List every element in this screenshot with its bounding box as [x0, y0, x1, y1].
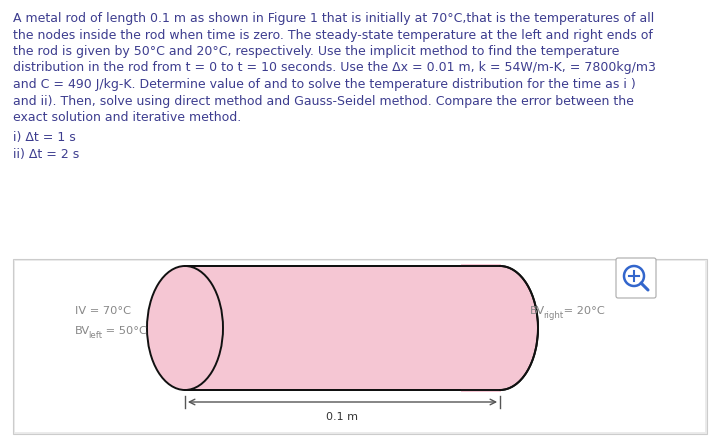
Text: and ii). Then, solve using direct method and Gauss-Seidel method. Compare the er: and ii). Then, solve using direct method… — [13, 94, 634, 107]
Bar — [13, 259, 707, 434]
Text: distribution in the rod from t = 0 to t = 10 seconds. Use the Δx = 0.01 m, k = 5: distribution in the rod from t = 0 to t … — [13, 61, 656, 74]
FancyBboxPatch shape — [616, 258, 656, 298]
Text: exact solution and iterative method.: exact solution and iterative method. — [13, 111, 241, 124]
Text: left: left — [88, 330, 102, 339]
Bar — [461, 265, 501, 392]
Bar — [185, 266, 500, 390]
Bar — [15, 261, 705, 432]
Text: the rod is given by 50°C and 20°C, respectively. Use the implicit method to find: the rod is given by 50°C and 20°C, respe… — [13, 45, 619, 58]
Text: = 20°C: = 20°C — [560, 305, 605, 315]
Text: the nodes inside the rod when time is zero. The steady-state temperature at the : the nodes inside the rod when time is ze… — [13, 28, 653, 42]
Text: and C = 490 J/kg-K. Determine value of and to solve the temperature distribution: and C = 490 J/kg-K. Determine value of a… — [13, 78, 636, 91]
Text: = 50°C: = 50°C — [102, 325, 147, 335]
Ellipse shape — [147, 266, 223, 390]
Text: BV: BV — [530, 305, 545, 315]
Text: IV = 70°C: IV = 70°C — [75, 305, 131, 315]
Text: i) Δt = 1 s: i) Δt = 1 s — [13, 131, 76, 144]
Text: ii) Δt = 2 s: ii) Δt = 2 s — [13, 148, 79, 161]
Ellipse shape — [462, 266, 538, 390]
Text: right: right — [543, 310, 563, 319]
Text: A metal rod of length 0.1 m as shown in Figure 1 that is initially at 70°C,that : A metal rod of length 0.1 m as shown in … — [13, 12, 654, 25]
Text: BV: BV — [75, 325, 90, 335]
Text: 0.1 m: 0.1 m — [326, 411, 359, 421]
